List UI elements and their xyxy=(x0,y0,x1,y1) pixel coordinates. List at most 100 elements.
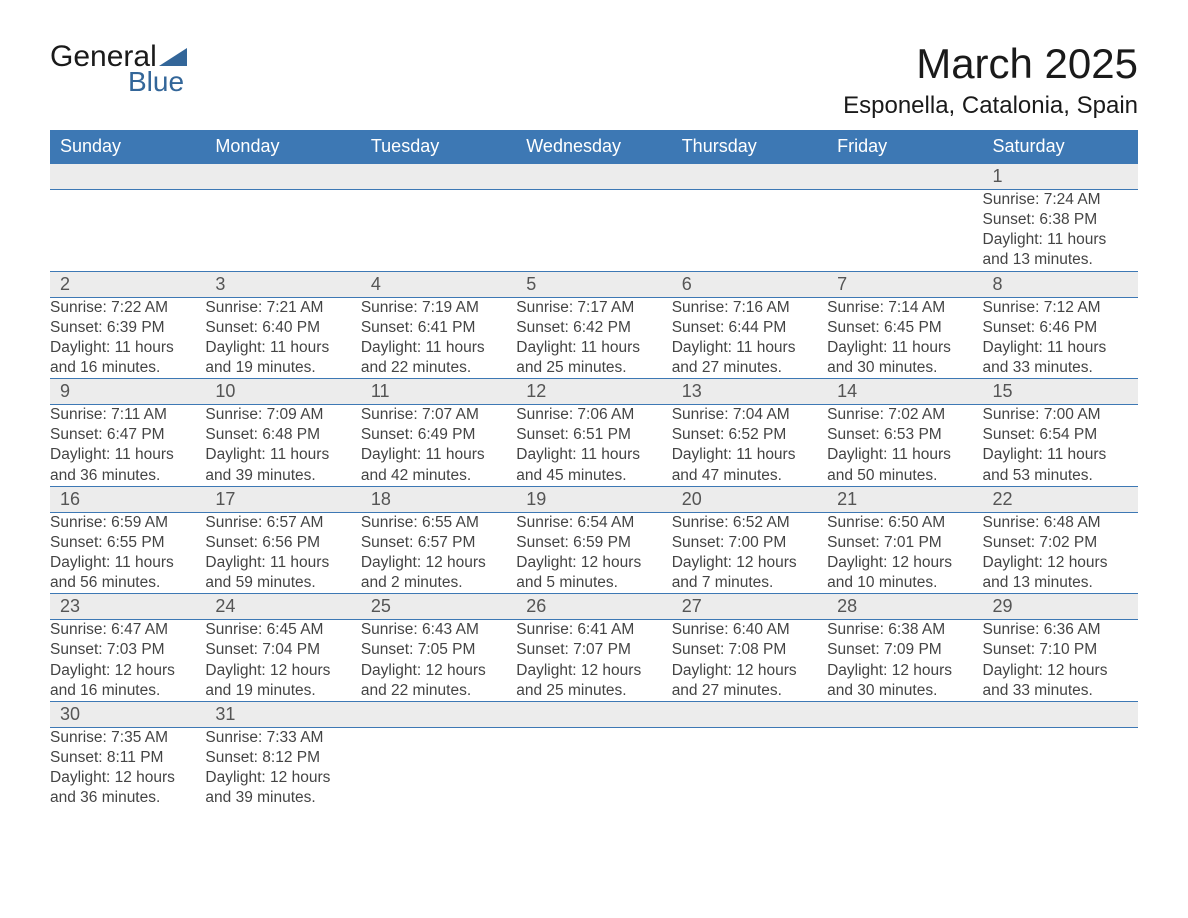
day-number-cell: 31 xyxy=(205,701,360,727)
day-detail-cell: Sunrise: 6:54 AMSunset: 6:59 PMDaylight:… xyxy=(516,512,671,594)
detail-dl2: and 39 minutes. xyxy=(205,466,360,486)
detail-sunset: Sunset: 7:02 PM xyxy=(983,533,1138,553)
detail-dl2: and 27 minutes. xyxy=(672,358,827,378)
detail-sunset: Sunset: 7:03 PM xyxy=(50,640,205,660)
day-number: 8 xyxy=(983,272,1138,297)
day-detail-cell xyxy=(205,190,360,272)
day-number: 11 xyxy=(361,379,516,404)
detail-sunset: Sunset: 6:52 PM xyxy=(672,425,827,445)
detail-sunset: Sunset: 7:01 PM xyxy=(827,533,982,553)
detail-dl1: Daylight: 12 hours xyxy=(516,661,671,681)
detail-dl1: Daylight: 12 hours xyxy=(983,661,1138,681)
day-detail-cell: Sunrise: 7:21 AMSunset: 6:40 PMDaylight:… xyxy=(205,297,360,379)
detail-sunrise: Sunrise: 7:33 AM xyxy=(205,728,360,748)
week-daynum-row: 1 xyxy=(50,164,1138,190)
day-details: Sunrise: 6:43 AMSunset: 7:05 PMDaylight:… xyxy=(361,620,516,701)
detail-dl1: Daylight: 11 hours xyxy=(827,445,982,465)
day-number: 4 xyxy=(361,272,516,297)
detail-dl2: and 53 minutes. xyxy=(983,466,1138,486)
detail-sunset: Sunset: 6:39 PM xyxy=(50,318,205,338)
day-detail-cell: Sunrise: 7:06 AMSunset: 6:51 PMDaylight:… xyxy=(516,405,671,487)
day-number: 23 xyxy=(50,594,205,619)
day-detail-cell xyxy=(516,727,671,808)
detail-sunrise: Sunrise: 7:16 AM xyxy=(672,298,827,318)
day-details: Sunrise: 6:50 AMSunset: 7:01 PMDaylight:… xyxy=(827,513,982,594)
detail-sunrise: Sunrise: 7:12 AM xyxy=(983,298,1138,318)
detail-dl2: and 50 minutes. xyxy=(827,466,982,486)
day-detail-cell: Sunrise: 7:04 AMSunset: 6:52 PMDaylight:… xyxy=(672,405,827,487)
detail-sunrise: Sunrise: 6:41 AM xyxy=(516,620,671,640)
detail-sunset: Sunset: 6:41 PM xyxy=(361,318,516,338)
day-number-cell: 8 xyxy=(983,271,1138,297)
detail-dl1: Daylight: 11 hours xyxy=(983,230,1138,250)
day-number-cell: 10 xyxy=(205,379,360,405)
day-detail-cell xyxy=(361,727,516,808)
day-detail-cell: Sunrise: 7:24 AMSunset: 6:38 PMDaylight:… xyxy=(983,190,1138,272)
week-detail-row: Sunrise: 7:35 AMSunset: 8:11 PMDaylight:… xyxy=(50,727,1138,808)
day-number: 6 xyxy=(672,272,827,297)
day-details: Sunrise: 6:55 AMSunset: 6:57 PMDaylight:… xyxy=(361,513,516,594)
day-details: Sunrise: 7:11 AMSunset: 6:47 PMDaylight:… xyxy=(50,405,205,486)
day-number: 30 xyxy=(50,702,205,727)
day-detail-cell xyxy=(672,727,827,808)
day-header: Saturday xyxy=(983,130,1138,164)
detail-dl1: Daylight: 12 hours xyxy=(205,661,360,681)
day-number: 20 xyxy=(672,487,827,512)
day-details: Sunrise: 7:21 AMSunset: 6:40 PMDaylight:… xyxy=(205,298,360,379)
day-detail-cell: Sunrise: 7:16 AMSunset: 6:44 PMDaylight:… xyxy=(672,297,827,379)
day-number-cell: 28 xyxy=(827,594,982,620)
detail-dl1: Daylight: 12 hours xyxy=(50,768,205,788)
detail-sunset: Sunset: 6:47 PM xyxy=(50,425,205,445)
detail-dl2: and 19 minutes. xyxy=(205,681,360,701)
day-details: Sunrise: 7:07 AMSunset: 6:49 PMDaylight:… xyxy=(361,405,516,486)
day-detail-cell: Sunrise: 7:09 AMSunset: 6:48 PMDaylight:… xyxy=(205,405,360,487)
detail-dl2: and 33 minutes. xyxy=(983,681,1138,701)
day-details: Sunrise: 7:09 AMSunset: 6:48 PMDaylight:… xyxy=(205,405,360,486)
calendar-table: SundayMondayTuesdayWednesdayThursdayFrid… xyxy=(50,130,1138,808)
detail-dl1: Daylight: 11 hours xyxy=(672,445,827,465)
day-number-cell xyxy=(827,164,982,190)
detail-sunrise: Sunrise: 7:00 AM xyxy=(983,405,1138,425)
calendar-body: 1Sunrise: 7:24 AMSunset: 6:38 PMDaylight… xyxy=(50,164,1138,809)
detail-sunrise: Sunrise: 7:35 AM xyxy=(50,728,205,748)
detail-sunrise: Sunrise: 6:55 AM xyxy=(361,513,516,533)
detail-sunset: Sunset: 7:07 PM xyxy=(516,640,671,660)
day-details: Sunrise: 7:12 AMSunset: 6:46 PMDaylight:… xyxy=(983,298,1138,379)
day-number-cell xyxy=(205,164,360,190)
day-number-cell: 22 xyxy=(983,486,1138,512)
day-number-cell: 2 xyxy=(50,271,205,297)
day-number-cell: 13 xyxy=(672,379,827,405)
detail-sunrise: Sunrise: 6:36 AM xyxy=(983,620,1138,640)
header: General Blue March 2025 Esponella, Catal… xyxy=(50,40,1138,120)
detail-sunset: Sunset: 6:51 PM xyxy=(516,425,671,445)
detail-dl2: and 30 minutes. xyxy=(827,681,982,701)
day-number: 7 xyxy=(827,272,982,297)
location: Esponella, Catalonia, Spain xyxy=(843,92,1138,120)
detail-sunset: Sunset: 6:44 PM xyxy=(672,318,827,338)
day-number: 14 xyxy=(827,379,982,404)
day-number: 2 xyxy=(50,272,205,297)
day-detail-cell: Sunrise: 6:36 AMSunset: 7:10 PMDaylight:… xyxy=(983,620,1138,702)
day-details: Sunrise: 6:45 AMSunset: 7:04 PMDaylight:… xyxy=(205,620,360,701)
detail-sunrise: Sunrise: 6:50 AM xyxy=(827,513,982,533)
day-details: Sunrise: 6:48 AMSunset: 7:02 PMDaylight:… xyxy=(983,513,1138,594)
day-detail-cell: Sunrise: 6:50 AMSunset: 7:01 PMDaylight:… xyxy=(827,512,982,594)
detail-dl2: and 59 minutes. xyxy=(205,573,360,593)
detail-dl2: and 33 minutes. xyxy=(983,358,1138,378)
day-number-cell: 11 xyxy=(361,379,516,405)
day-number-cell: 30 xyxy=(50,701,205,727)
detail-sunrise: Sunrise: 6:40 AM xyxy=(672,620,827,640)
day-number-cell: 7 xyxy=(827,271,982,297)
detail-sunset: Sunset: 6:49 PM xyxy=(361,425,516,445)
day-number-cell xyxy=(516,701,671,727)
detail-sunrise: Sunrise: 7:22 AM xyxy=(50,298,205,318)
detail-sunrise: Sunrise: 6:57 AM xyxy=(205,513,360,533)
day-number-cell: 6 xyxy=(672,271,827,297)
day-number-cell xyxy=(516,164,671,190)
day-number-cell: 17 xyxy=(205,486,360,512)
detail-dl1: Daylight: 12 hours xyxy=(672,661,827,681)
week-detail-row: Sunrise: 7:24 AMSunset: 6:38 PMDaylight:… xyxy=(50,190,1138,272)
day-number: 13 xyxy=(672,379,827,404)
detail-dl2: and 39 minutes. xyxy=(205,788,360,808)
week-detail-row: Sunrise: 6:59 AMSunset: 6:55 PMDaylight:… xyxy=(50,512,1138,594)
